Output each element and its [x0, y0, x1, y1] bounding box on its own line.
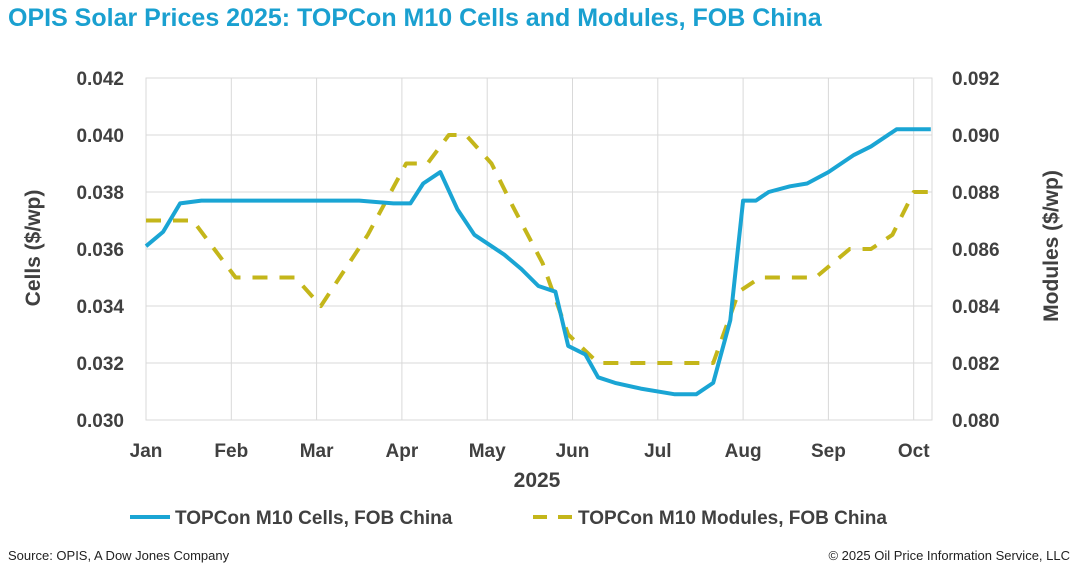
x-tick-label: Jun	[556, 441, 590, 462]
x-tick-label: Jan	[130, 441, 163, 462]
x-tick-label: Feb	[214, 441, 248, 462]
y-right-tick-label: 0.092	[952, 69, 1000, 90]
y-left-tick-label: 0.030	[76, 411, 124, 432]
x-tick-label: Sep	[811, 441, 846, 462]
y-axis-left-title: Cells ($/wp)	[22, 190, 45, 307]
source-note: Source: OPIS, A Dow Jones Company	[8, 548, 230, 563]
x-tick-label: Jul	[644, 441, 671, 462]
x-tick-label: Apr	[386, 441, 419, 462]
y-left-tick-label: 0.034	[76, 297, 124, 318]
grid	[145, 77, 933, 421]
y-left-tick-label: 0.038	[76, 183, 124, 204]
x-tick-label: Oct	[898, 441, 930, 462]
y-right-tick-label: 0.080	[952, 411, 1000, 432]
y-left-tick-label: 0.032	[76, 354, 124, 375]
x-tick-label: Aug	[725, 441, 762, 462]
copyright-note: © 2025 Oil Price Information Service, LL…	[828, 548, 1070, 563]
chart-title: OPIS Solar Prices 2025: TOPCon M10 Cells…	[8, 4, 822, 32]
y-left-tick-label: 0.042	[76, 69, 124, 90]
series-cells-line	[144, 127, 931, 397]
x-tick-label: May	[469, 441, 506, 462]
y-right-tick-label: 0.086	[952, 240, 1000, 261]
series-cells	[144, 127, 931, 397]
legend: TOPCon M10 Cells, FOB China TOPCon M10 M…	[130, 508, 887, 529]
series-modules	[146, 133, 931, 365]
y-left-tick-label: 0.040	[76, 126, 124, 147]
axis-ticks: 0.030 0.032 0.034 0.036 0.038 0.040 0.042 0.080…	[76, 69, 1000, 462]
y-right-tick-label: 0.082	[952, 354, 1000, 375]
legend-label-cells: TOPCon M10 Cells, FOB China	[175, 508, 453, 529]
y-right-tick-label: 0.088	[952, 183, 1000, 204]
x-axis-title: 2025	[514, 469, 561, 492]
y-right-tick-label: 0.084	[952, 297, 1000, 318]
y-right-tick-label: 0.090	[952, 126, 1000, 147]
x-tick-label: Mar	[300, 441, 334, 462]
series-modules-line	[146, 133, 931, 365]
y-left-tick-label: 0.036	[76, 240, 124, 261]
y-axis-right-title: Modules ($/wp)	[1040, 170, 1063, 322]
legend-label-modules: TOPCon M10 Modules, FOB China	[578, 508, 887, 529]
